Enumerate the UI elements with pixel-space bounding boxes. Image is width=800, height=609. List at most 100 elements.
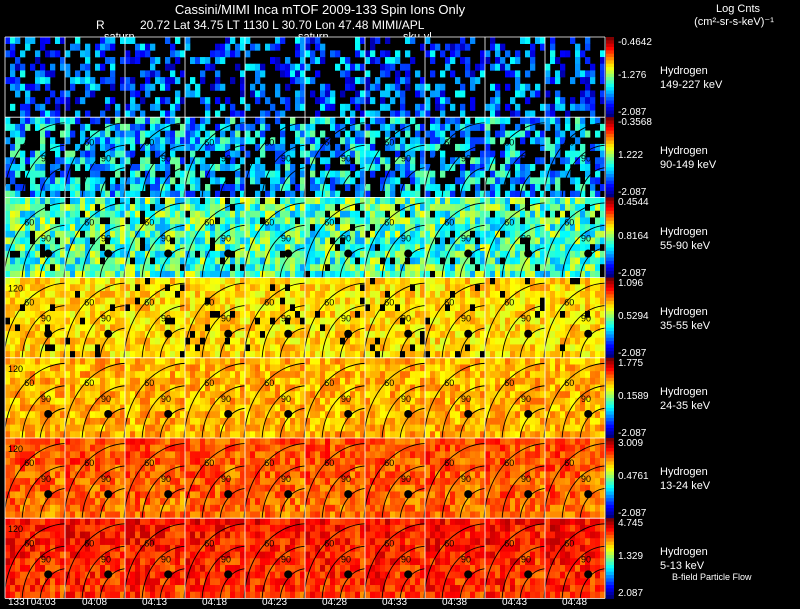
pixel	[375, 163, 381, 171]
pixel	[330, 224, 336, 232]
pixel	[310, 37, 316, 44]
pixel	[400, 77, 406, 85]
pixel	[350, 150, 356, 158]
pixel	[150, 277, 156, 285]
pixel	[20, 197, 26, 205]
pixel	[110, 244, 116, 252]
pixel	[140, 324, 146, 332]
pixel	[535, 277, 541, 285]
contour-label: 60	[504, 137, 514, 147]
pixel	[425, 304, 431, 312]
pixel	[285, 204, 291, 212]
pixel	[155, 311, 161, 318]
pixel	[170, 297, 176, 305]
pixel	[565, 230, 571, 238]
pixel	[340, 277, 346, 285]
pixel	[320, 170, 326, 178]
pixel	[390, 217, 396, 225]
pixel	[515, 297, 521, 305]
pixel	[70, 344, 76, 352]
pixel	[160, 143, 166, 151]
pixel	[585, 163, 591, 171]
pixel	[530, 311, 536, 318]
pixel	[150, 103, 156, 111]
pixel	[570, 337, 576, 345]
pixel	[190, 197, 196, 205]
pixel	[175, 237, 181, 245]
pixel	[25, 264, 31, 272]
pixel	[250, 224, 256, 232]
pixel	[100, 351, 106, 359]
pixel	[560, 324, 566, 332]
pixel	[475, 117, 481, 125]
pixel	[585, 97, 591, 105]
pixel	[495, 284, 501, 292]
pixel	[205, 103, 211, 111]
pixel	[115, 150, 121, 158]
pixel	[225, 297, 231, 305]
pixel	[135, 177, 141, 185]
colorbar-segment	[606, 133, 614, 138]
pixel	[155, 210, 161, 218]
pixel	[555, 130, 561, 138]
pixel	[5, 404, 11, 412]
pixel	[15, 311, 21, 318]
pixel	[365, 150, 371, 158]
pixel	[405, 170, 411, 178]
pixel	[75, 210, 81, 218]
pixel	[570, 270, 576, 278]
pixel	[90, 304, 96, 312]
pixel	[395, 351, 401, 359]
pixel	[250, 210, 256, 218]
pixel	[310, 184, 316, 192]
pixel	[570, 77, 576, 85]
pixel	[280, 70, 286, 78]
pixel	[5, 224, 11, 232]
pixel	[105, 264, 111, 272]
pixel	[110, 83, 116, 91]
contour-label: 90	[341, 153, 351, 163]
pixel	[230, 351, 236, 359]
pixel	[50, 317, 56, 325]
contour-line	[261, 224, 308, 282]
pixel	[425, 230, 431, 238]
pixel	[565, 50, 571, 58]
pixel	[195, 270, 201, 278]
pixel	[90, 130, 96, 138]
pixel	[465, 290, 471, 298]
pixel	[260, 331, 266, 339]
pixel	[20, 324, 26, 332]
pixel	[260, 237, 266, 245]
pixel	[45, 270, 51, 278]
pixel	[515, 204, 521, 212]
pixel	[450, 297, 456, 305]
pixel	[25, 210, 31, 218]
pixel	[385, 210, 391, 218]
pixel	[455, 77, 461, 85]
pixel	[45, 264, 51, 272]
pixel	[345, 324, 351, 332]
pixel	[525, 351, 531, 359]
pixel	[240, 270, 246, 278]
pixel	[185, 137, 191, 145]
pixel	[5, 284, 11, 292]
contour-line	[39, 247, 68, 282]
pixel	[550, 284, 556, 292]
pixel	[220, 277, 226, 285]
pixel	[15, 417, 21, 425]
pixel	[295, 324, 301, 332]
pixel	[210, 337, 216, 345]
pixel	[540, 117, 546, 125]
pixel	[215, 50, 221, 58]
pixel	[15, 184, 21, 192]
pixel	[415, 224, 421, 232]
pixel	[145, 351, 151, 359]
pixel	[120, 351, 126, 359]
pixel	[430, 57, 436, 65]
pixel	[370, 143, 376, 151]
pixel	[500, 217, 506, 225]
colorbar-segment	[606, 147, 614, 152]
pixel	[355, 157, 361, 165]
pixel	[490, 284, 496, 292]
pixel	[335, 50, 341, 58]
